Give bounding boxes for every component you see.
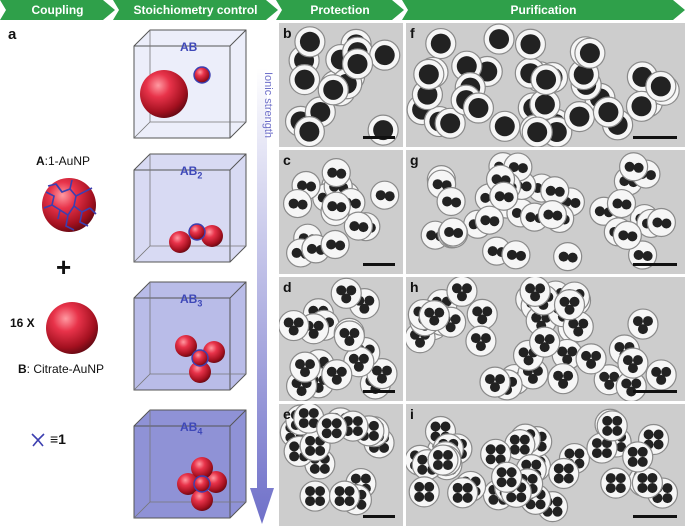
tem-panel-label: g <box>410 152 419 168</box>
step-purification-label: Purification <box>510 3 577 17</box>
cube-3: AB3 <box>128 280 248 395</box>
cube-drawing <box>133 153 247 263</box>
tem-image <box>279 150 403 274</box>
step-stoichiometry-arrow: Stoichiometry control <box>113 0 278 20</box>
tem-panel-label: f <box>410 25 415 41</box>
tem-image <box>406 23 685 147</box>
scale-bar <box>633 390 677 393</box>
tem-panel-e: e <box>279 404 403 526</box>
cube-label: AB4 <box>180 420 202 436</box>
cube-4: AB4 <box>128 408 248 523</box>
functionalized-gold-sphere <box>42 178 97 232</box>
tem-panel-i: i <box>406 404 685 526</box>
scale-bar <box>363 136 395 139</box>
step-coupling-arrow: Coupling <box>0 0 115 20</box>
tem-panel-d: d <box>279 277 403 401</box>
cube-2: AB2 <box>128 152 248 267</box>
tem-image <box>279 404 403 526</box>
scale-bar <box>363 263 395 266</box>
plus-sign: + <box>56 252 72 282</box>
tem-image <box>406 150 685 274</box>
scale-bar <box>363 515 395 518</box>
tem-panel-g: g <box>406 150 685 274</box>
tem-panel-f: f <box>406 23 685 147</box>
cube-label: AB <box>180 40 197 54</box>
particle-a-letter: A <box>36 154 45 168</box>
cube-label-subscript: 2 <box>197 170 203 181</box>
cube-label-subscript: 3 <box>197 298 203 309</box>
ligand-equivalence: ≡1 <box>50 431 66 447</box>
step-protection-arrow: Protection <box>276 0 404 20</box>
scale-bar <box>363 390 395 393</box>
tem-panel-label: b <box>283 25 292 41</box>
cube-label-main: AB <box>180 164 198 178</box>
ionic-strength-label: Ionic strength <box>262 72 274 139</box>
tem-panel-b: b <box>279 23 403 147</box>
cube-label-main: AB <box>180 292 198 306</box>
tem-panel-label: i <box>410 406 414 422</box>
cube-drawing <box>133 281 247 391</box>
cube-label-subscript: 4 <box>197 426 203 437</box>
panel-label-a: a <box>8 26 17 43</box>
tem-panel-h: h <box>406 277 685 401</box>
particle-b-desc: : Citrate-AuNP <box>26 362 105 376</box>
cube-label: AB2 <box>180 164 202 180</box>
cube-label-main: AB <box>180 420 198 434</box>
tem-image <box>406 404 685 526</box>
tem-panel-label: e <box>283 406 291 422</box>
cube-label: AB3 <box>180 292 202 308</box>
particle-b-letter: B <box>18 362 27 376</box>
citrate-gold-sphere <box>46 302 98 354</box>
scale-bar <box>633 515 677 518</box>
cube-label-main: AB <box>180 40 198 54</box>
step-protection-label: Protection <box>310 3 370 17</box>
tem-panel-label: c <box>283 152 291 168</box>
scale-bar <box>633 136 677 139</box>
particle-a-desc: :1-AuNP <box>44 154 91 168</box>
tem-image <box>406 277 685 401</box>
tem-panel-label: d <box>283 279 292 295</box>
step-stoichiometry-label: Stoichiometry control <box>133 3 258 17</box>
multiplier-label: 16 X <box>10 316 35 330</box>
tem-panel-label: h <box>410 279 419 295</box>
tem-image <box>279 23 403 147</box>
tem-image <box>279 277 403 401</box>
cube-drawing <box>133 29 247 139</box>
step-purification-arrow: Purification <box>402 0 685 20</box>
cube-drawing <box>133 409 247 519</box>
particle-b-label: B: Citrate-AuNP <box>18 362 104 376</box>
step-coupling-label: Coupling <box>31 3 84 17</box>
scale-bar <box>633 263 677 266</box>
tem-panel-c: c <box>279 150 403 274</box>
particle-a-label: A:1-AuNP <box>36 154 90 168</box>
ionic-strength-arrow <box>250 68 274 524</box>
cube-1: AB <box>128 28 248 143</box>
ligand-symbol-icon <box>31 433 45 447</box>
